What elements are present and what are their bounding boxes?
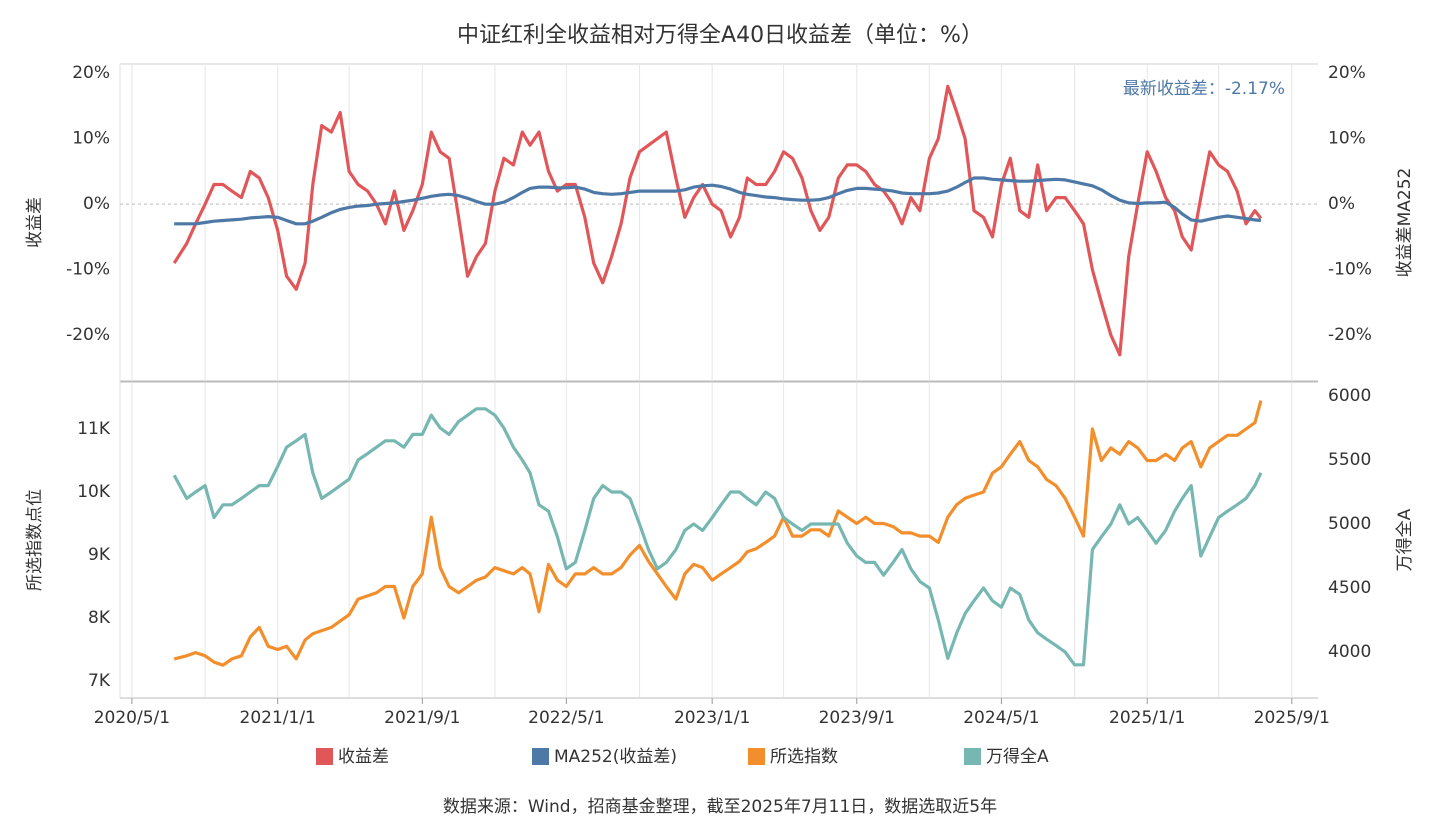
source-note: 数据来源：Wind，招商基金整理，截至2025年7月11日，数据选取近5年 <box>443 797 997 817</box>
y-axis-label: 所选指数点位 <box>25 489 45 591</box>
legend-label: 所选指数 <box>770 747 838 767</box>
y-tick-label: 9K <box>88 545 111 565</box>
y2-tick-label: -10% <box>1328 260 1372 280</box>
y-tick-label: 20% <box>72 63 110 83</box>
y-tick-label: 0% <box>83 194 110 214</box>
y2-tick-label: 10% <box>1328 129 1366 149</box>
x-tick-label: 2023/9/1 <box>819 708 895 728</box>
legend-swatch <box>964 748 981 765</box>
y2-tick-label: 4000 <box>1328 642 1371 662</box>
annotation: 最新收益差：-2.17% <box>1123 79 1285 99</box>
chart-title: 中证红利全收益相对万得全A40日收益差（单位：%） <box>457 23 983 48</box>
x-tick-label: 2023/1/1 <box>674 708 750 728</box>
x-tick-label: 2025/9/1 <box>1254 708 1330 728</box>
y-tick-label: 11K <box>77 419 111 439</box>
y2-tick-label: 5000 <box>1328 514 1371 534</box>
y2-tick-label: 4500 <box>1328 578 1371 598</box>
y-tick-label: 7K <box>88 671 111 691</box>
x-tick-label: 2020/5/1 <box>94 708 170 728</box>
y-tick-label: -10% <box>66 260 110 280</box>
y2-tick-label: 20% <box>1328 63 1366 83</box>
y-tick-label: 10% <box>72 129 110 149</box>
legend-swatch <box>532 748 549 765</box>
x-tick-label: 2021/9/1 <box>384 708 460 728</box>
y-tick-label: 10K <box>77 482 111 502</box>
x-tick-label: 2021/1/1 <box>240 708 316 728</box>
legend-label: MA252(收益差) <box>554 747 677 767</box>
x-tick-label: 2024/5/1 <box>963 708 1039 728</box>
series-line <box>172 407 1263 667</box>
y2-tick-label: 6000 <box>1328 386 1371 406</box>
y2-tick-label: 0% <box>1328 194 1355 214</box>
y2-tick-label: -20% <box>1328 325 1372 345</box>
series-line <box>172 84 1263 357</box>
y-tick-label: 8K <box>88 608 111 628</box>
series-line <box>173 400 1263 667</box>
x-tick-label: 2025/1/1 <box>1109 708 1185 728</box>
legend-label: 万得全A <box>986 747 1049 767</box>
y2-axis-label: 收益差MA252 <box>1395 168 1415 278</box>
legend-label: 收益差 <box>338 747 389 767</box>
x-tick-label: 2022/5/1 <box>528 708 604 728</box>
y2-tick-label: 5500 <box>1328 450 1371 470</box>
series-line <box>174 176 1262 226</box>
y-axis-label: 收益差 <box>25 197 45 248</box>
legend-swatch <box>316 748 333 765</box>
legend-swatch <box>748 748 765 765</box>
y2-axis-label: 万得全A <box>1395 508 1415 571</box>
y-tick-label: -20% <box>66 325 110 345</box>
